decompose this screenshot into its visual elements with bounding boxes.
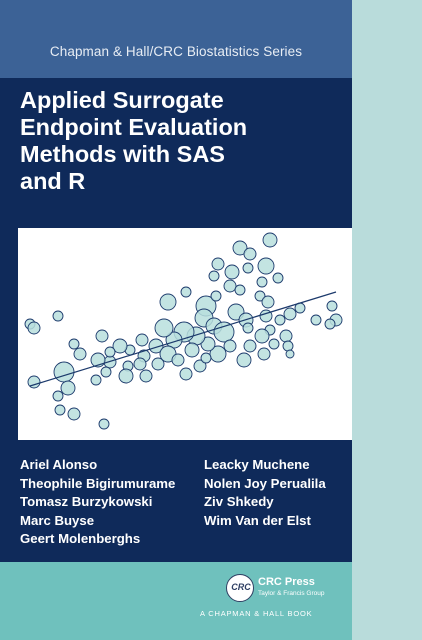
author: Leacky Muchene [204,457,310,472]
bubble [310,314,322,326]
bubble [210,290,222,302]
bubble [274,314,286,326]
bubble [53,361,75,383]
bubble [232,240,248,256]
book-title: Applied Surrogate Endpoint Evaluation Me… [20,87,340,195]
bubble [95,329,109,343]
crc-logo-icon: CRC [226,574,254,602]
bubble [254,328,270,344]
bubble [98,418,110,430]
bubble [256,276,268,288]
bubble [100,366,112,378]
bubble [223,279,237,293]
crc-logo-mark: CRC [231,582,251,592]
bubble [268,338,280,350]
author: Marc Buyse [20,512,95,528]
author: Ziv Shkedy [204,494,274,509]
bubble [165,331,183,349]
bubble [60,380,76,396]
bubble [148,338,164,354]
bubble [283,307,297,321]
bubble [324,318,336,330]
title-line-2: Endpoint Evaluation [20,114,248,140]
bubble [257,257,275,275]
bubble-plot-graphic [24,232,343,430]
bubble [234,284,246,296]
title-line-3: Methods with SAS [20,141,225,167]
bubble [236,352,252,368]
author: Nolen Joy Perualila [204,475,326,491]
bubble [159,293,177,311]
publisher-group: Taylor & Francis Group [258,590,325,597]
bubble [261,295,275,309]
bubble [213,321,235,343]
bubble [285,349,295,359]
bubble [208,270,220,282]
cover-right-strip [352,0,422,640]
author: Tomasz Burzykowski [20,494,153,509]
bubble [104,346,116,358]
bubble [193,359,207,373]
bubble [223,339,237,353]
bubble [154,318,174,338]
bottom-band [0,562,352,640]
bubble [118,368,134,384]
imprint-label: A CHAPMAN & HALL BOOK [200,609,313,618]
bubble [224,264,240,280]
bubble [112,338,128,354]
author: Wim Van der Elst [204,512,311,528]
bubble [171,353,185,367]
bubble [180,286,192,298]
author: Theophile Bigirumurame [20,475,176,491]
bubble [282,340,294,352]
publisher-name: CRC Press [258,576,315,588]
bubble [257,347,271,361]
bubble [139,369,153,383]
bubble [242,322,254,334]
bubble [67,407,81,421]
series-name: Chapman & Hall/CRC Biostatistics Series [49,44,303,59]
bubble [209,345,227,363]
series-band: Chapman & Hall/CRC Biostatistics Series [0,0,352,78]
bubble [135,333,149,347]
bubble [52,310,64,322]
bubble [243,247,257,261]
bubble [243,339,257,353]
cover-bubble-illustration [18,228,352,440]
regression-line [29,291,337,387]
bubble [179,367,193,381]
author: Ariel Alonso [20,457,98,472]
bubble [326,300,338,312]
bubble [68,338,80,350]
bubble [272,272,284,284]
bubble [184,342,200,358]
title-line-1: Applied Surrogate [20,87,224,113]
bubble [73,347,87,361]
bubble [133,357,147,371]
bubble [242,262,254,274]
bubble [90,374,102,386]
bubble [27,375,41,389]
authors-right-column: Leacky Muchene Nolen Joy Perualila Ziv S… [204,456,326,530]
bubble [27,321,41,335]
bubble [52,390,64,402]
author: Geert Molenberghs [20,531,141,546]
bubble [151,357,165,371]
bubble [279,329,293,343]
authors-left-column: Ariel Alonso Theophile Bigirumurame Toma… [20,456,175,549]
bubble [262,232,278,248]
bubble [254,290,266,302]
bubble [54,404,66,416]
bubble [200,352,212,364]
bubble [211,257,225,271]
title-line-4: and R [20,168,86,194]
